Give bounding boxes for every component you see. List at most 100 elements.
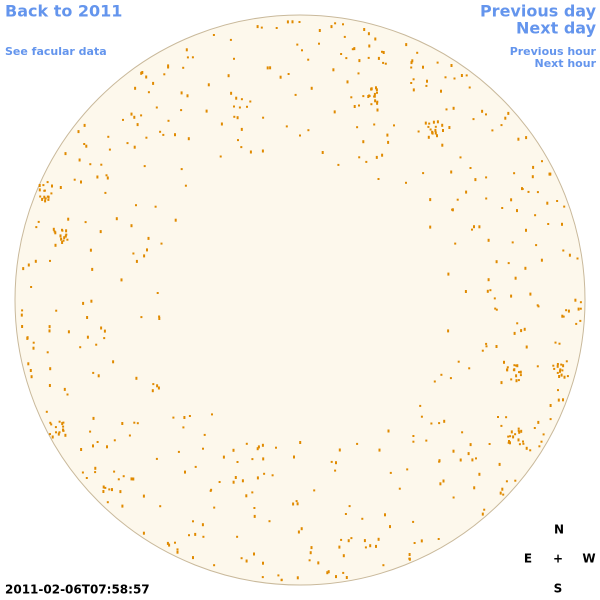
facula [296,576,299,580]
facula [158,315,161,318]
facula [180,91,183,95]
facula [452,106,455,110]
facula [55,309,58,312]
facula [381,153,384,157]
facula [117,478,120,481]
facula [507,111,510,115]
facula [108,148,111,151]
facula [353,105,356,108]
facula [441,123,444,127]
facula [271,474,274,477]
facula [438,460,441,463]
facula [523,327,526,331]
facula [294,93,297,96]
facula [30,375,33,379]
previous-hour-link[interactable]: Previous hour [510,45,597,58]
facula [503,360,505,364]
facula [236,461,239,463]
facula [105,174,108,177]
facula [434,128,437,132]
facula [232,480,235,484]
facula [297,530,300,534]
facula [186,94,189,98]
facula [307,129,310,132]
facula [536,191,539,194]
facula [126,142,129,145]
facula [81,471,84,474]
facula [240,98,243,101]
facula [486,289,489,293]
facula [237,139,239,142]
facula [187,137,190,141]
facula [549,404,552,407]
facular-points [20,20,582,582]
facula [121,422,124,425]
facula [499,491,502,495]
facula [174,133,176,137]
facula [547,223,550,225]
facula [326,571,329,575]
facula [373,92,376,95]
facula [205,109,208,113]
facula [192,556,194,560]
facula [517,427,520,430]
facula [500,124,503,127]
facula [501,487,504,491]
facula [429,198,432,202]
facula [536,304,539,307]
facula [431,131,434,135]
facula [386,133,389,137]
facula [507,441,510,444]
facula [425,439,428,442]
facula [202,535,205,538]
previous-day-link[interactable]: Previous day [480,2,597,21]
facula [433,380,436,383]
facula [77,130,80,134]
facula [174,541,176,544]
facula [49,421,52,424]
back-link[interactable]: Back to 2011 [5,2,122,21]
compass-north: N [554,523,564,537]
facula [557,389,559,392]
facula [235,96,238,100]
facula [412,520,415,523]
facula [55,431,57,434]
facula [89,163,92,166]
facula [92,416,95,420]
next-hour-link[interactable]: Next hour [535,57,597,70]
facula [64,433,67,437]
facula [467,452,470,456]
facula [97,374,100,378]
facula [152,383,155,386]
facular-link[interactable]: See facular data [5,45,107,58]
facula [428,122,431,125]
facula [192,520,194,523]
facula [253,507,256,509]
facula [538,445,541,448]
facula [509,441,511,445]
facula [99,230,102,234]
facula [517,429,520,432]
facula [104,191,107,194]
facula [556,200,559,202]
facula [50,423,53,426]
facula [362,95,365,98]
facula [246,105,248,108]
facula [298,21,301,23]
facula [46,351,49,354]
facula [459,156,462,159]
facula [579,319,582,322]
facula [44,197,47,200]
facula [184,184,187,187]
facula [66,238,69,241]
facula [67,217,70,221]
facula [59,234,62,238]
facula [132,252,135,255]
facula [375,155,378,159]
facula [238,106,241,109]
facula [520,429,523,433]
facula [296,502,299,506]
facula [61,229,64,232]
next-day-link[interactable]: Next day [516,19,597,38]
facula [343,35,346,38]
